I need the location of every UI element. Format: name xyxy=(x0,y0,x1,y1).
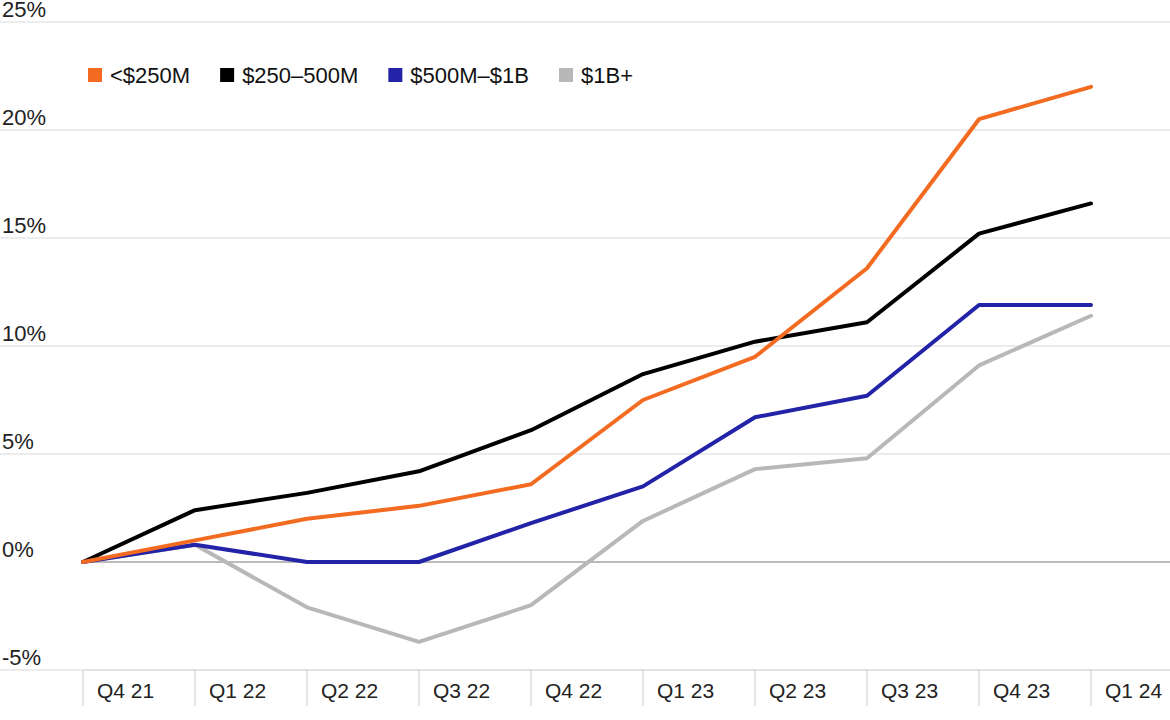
legend-label: <$250M xyxy=(110,63,190,88)
y-tick-label: 15% xyxy=(2,213,46,238)
x-tick xyxy=(643,670,644,706)
y-tick-label: 0% xyxy=(2,537,34,562)
x-tick-label: Q1 23 xyxy=(657,679,714,702)
x-tick xyxy=(195,670,196,706)
grid-line xyxy=(0,346,1170,347)
chart-container: -5%0%5%10%15%20%25%Q4 21Q1 22Q2 22Q3 22Q… xyxy=(0,0,1170,720)
x-tick xyxy=(1091,670,1092,706)
x-tick xyxy=(307,670,308,706)
legend-label: $1B+ xyxy=(581,63,633,88)
legend-label: $250–500M xyxy=(242,63,358,88)
grid-line xyxy=(0,130,1170,131)
grid-line xyxy=(0,670,1170,671)
y-tick-label: 20% xyxy=(2,105,46,130)
series-line xyxy=(83,305,1091,562)
y-tick-label: -5% xyxy=(2,645,41,670)
y-tick-label: 25% xyxy=(2,0,46,22)
legend-swatch xyxy=(559,68,573,82)
x-tick-label: Q1 22 xyxy=(209,679,266,702)
x-tick xyxy=(979,670,980,706)
x-tick xyxy=(867,670,868,706)
x-tick xyxy=(419,670,420,706)
legend: <$250M $250–500M $500M–$1B $1B+ xyxy=(88,63,633,88)
grid-line xyxy=(83,562,1170,563)
x-tick xyxy=(83,670,84,706)
x-tick-label: Q3 22 xyxy=(433,679,490,702)
x-tick-label: Q4 21 xyxy=(97,679,154,702)
x-tick-label: Q4 22 xyxy=(545,679,602,702)
legend-swatch xyxy=(388,68,402,82)
series-line xyxy=(83,316,1091,642)
legend-label: $500M–$1B xyxy=(410,63,529,88)
x-axis: Q4 21 Q1 22 Q2 22 Q3 22 Q4 22 Q1 23 Q2 23 Q3 23… xyxy=(83,670,1170,706)
legend-swatch xyxy=(220,68,234,82)
series-lines xyxy=(83,87,1091,642)
grid-line xyxy=(0,238,1170,239)
y-tick-label: 10% xyxy=(2,321,46,346)
grid xyxy=(0,22,1170,670)
x-tick xyxy=(755,670,756,706)
x-tick-label: Q2 22 xyxy=(321,679,378,702)
series-line xyxy=(83,203,1091,562)
x-tick-label: Q2 23 xyxy=(769,679,826,702)
grid-line xyxy=(0,22,1170,23)
x-tick-label: Q1 24 xyxy=(1105,679,1163,702)
y-tick-label: 5% xyxy=(2,429,34,454)
x-tick-label: Q3 23 xyxy=(881,679,938,702)
series-line xyxy=(83,87,1091,562)
x-axis-line xyxy=(83,670,1170,671)
chart-svg: -5%0%5%10%15%20%25%Q4 21Q1 22Q2 22Q3 22Q… xyxy=(0,0,1170,720)
x-tick xyxy=(531,670,532,706)
grid-line xyxy=(0,454,1170,455)
legend-swatch xyxy=(88,68,102,82)
x-tick-label: Q4 23 xyxy=(993,679,1050,702)
